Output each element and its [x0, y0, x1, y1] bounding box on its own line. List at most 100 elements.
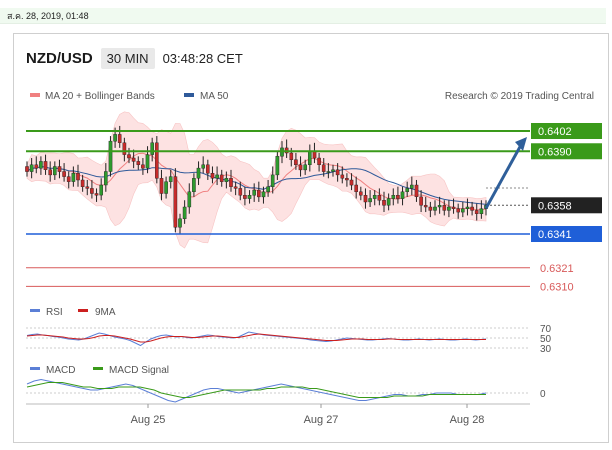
candle-body	[451, 206, 456, 209]
candle-body	[326, 171, 331, 173]
rsi-level-label: 50	[540, 334, 552, 345]
timeframe-badge[interactable]: 30 MIN	[100, 47, 155, 69]
candle-body	[335, 169, 340, 176]
candle-body	[178, 218, 182, 228]
candle-body	[317, 157, 321, 166]
x-tick-label: Aug 25	[131, 414, 166, 426]
candle-body	[131, 157, 136, 162]
macd-legend-label: MACD	[46, 365, 75, 376]
candle-body	[414, 184, 419, 198]
rsi-ma-legend-swatch	[78, 309, 88, 312]
candle-body	[94, 193, 99, 196]
candle-body	[113, 134, 117, 142]
candle-body	[349, 179, 354, 186]
top-bar: ส.ค. 28, 2019, 01:48	[0, 0, 612, 28]
price-levels: 0.6402 0.6390 0.6358 0.6341 0.6321 0.6310	[26, 123, 602, 293]
support-label: 0.6310	[540, 281, 574, 293]
candle-body	[154, 142, 159, 179]
candle-body	[386, 198, 391, 206]
candle-body	[48, 169, 52, 176]
candle-body	[57, 166, 62, 172]
candle-body	[25, 166, 29, 172]
projection-arrow-head	[515, 137, 527, 151]
chart-time: 03:48:28 CET	[162, 50, 243, 66]
candle-body	[410, 184, 414, 189]
candle-body	[99, 184, 103, 196]
candle-body	[372, 194, 377, 199]
candle-body	[192, 178, 196, 193]
bollinger-band-area	[26, 111, 487, 249]
current-price-tag	[531, 197, 602, 214]
current-price-label: 0.6358	[538, 200, 572, 212]
candle-body	[447, 206, 451, 211]
candle-body	[122, 142, 127, 155]
candles	[25, 125, 488, 234]
ma50-legend-swatch	[184, 93, 194, 97]
candle-body	[196, 167, 201, 179]
candle-body	[164, 181, 168, 194]
candle-body	[405, 188, 410, 192]
candle-body	[266, 186, 270, 192]
candle-body	[76, 172, 80, 181]
rsi-legend-swatch	[30, 309, 40, 312]
candle-body	[247, 194, 252, 199]
candle-body	[312, 151, 317, 159]
candle-body	[103, 171, 108, 186]
candle-body	[363, 194, 368, 203]
candle-body	[201, 164, 206, 169]
ma20-legend-swatch	[30, 93, 40, 97]
candle-body	[382, 199, 386, 206]
resistance-tag	[531, 123, 602, 139]
candle-body	[150, 142, 155, 155]
candle-body	[66, 176, 71, 182]
candle-body	[345, 178, 349, 181]
candle-body	[294, 159, 298, 165]
rsi-level-label: 70	[540, 324, 552, 335]
macd-signal-legend-label: MACD Signal	[109, 365, 169, 376]
candle-body	[340, 174, 345, 179]
candle-body	[321, 164, 326, 172]
candle-body	[359, 191, 363, 196]
ma50-legend-label: MA 50	[200, 91, 229, 102]
candle-body	[85, 186, 90, 189]
candle-body	[252, 189, 257, 196]
candle-body	[29, 164, 34, 172]
candle-body	[90, 188, 94, 194]
candle-body	[210, 172, 215, 179]
candle-body	[80, 179, 85, 188]
resistance-tag	[531, 143, 602, 160]
candle-body	[39, 161, 43, 169]
rsi-level-label: 30	[540, 344, 552, 355]
bollinger-bands	[26, 111, 487, 249]
candle-body	[224, 178, 229, 182]
ma50-line	[26, 165, 487, 205]
candle-body	[127, 154, 131, 159]
candle-body	[479, 208, 484, 214]
candle-body	[219, 174, 224, 182]
candle-body	[298, 164, 303, 171]
candle-body	[308, 151, 312, 166]
candle-body	[187, 191, 192, 208]
candle-body	[331, 169, 335, 172]
candle-body	[205, 164, 210, 174]
candle-body	[437, 205, 442, 208]
chart-header: NZD/USD 30 MIN 03:48:28 CET	[26, 46, 243, 70]
candle-body	[159, 178, 164, 194]
x-tick-label: Aug 27	[304, 414, 339, 426]
candle-body	[108, 140, 113, 172]
support-tag	[531, 226, 602, 242]
x-axis: Aug 25 Aug 27 Aug 28	[131, 404, 484, 426]
candle-body	[173, 176, 178, 228]
macd-signal-legend-swatch	[93, 367, 103, 370]
candle-body	[474, 210, 479, 214]
ma20-line	[26, 152, 487, 211]
macd-zero-label: 0	[540, 389, 546, 400]
candle-body	[419, 196, 423, 206]
candle-body	[442, 205, 447, 211]
candle-body	[261, 191, 266, 198]
support-label: 0.6321	[540, 263, 574, 275]
credit-label: Research © 2019 Trading Central	[445, 91, 594, 102]
rsi-ma-line	[26, 333, 486, 343]
resistance-label: 0.6402	[538, 126, 572, 138]
